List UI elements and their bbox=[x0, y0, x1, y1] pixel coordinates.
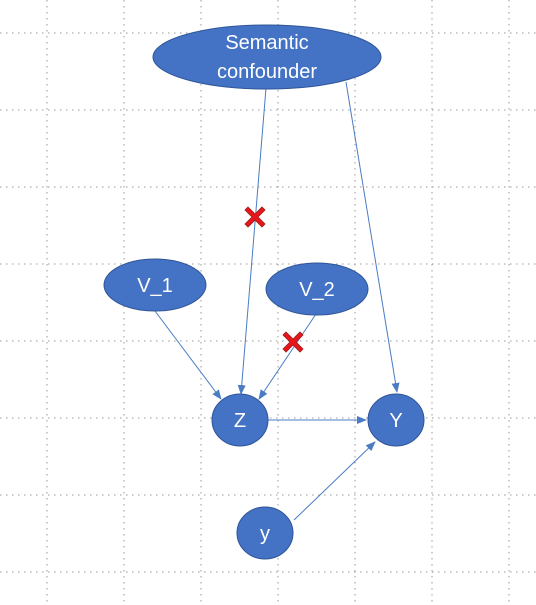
red-x-icon bbox=[282, 331, 304, 353]
node-y-lower[interactable]: y bbox=[236, 506, 294, 560]
edge-confounder-to-z bbox=[237, 87, 267, 395]
node-z[interactable]: Z bbox=[211, 393, 269, 447]
edge-v1-to-z bbox=[154, 310, 222, 400]
node-semantic-confounder-label-line2: confounder bbox=[217, 61, 317, 83]
node-semantic-confounder[interactable]: Semantic confounder bbox=[152, 24, 382, 90]
edge-v2-to-z bbox=[258, 313, 317, 400]
node-y-upper-label: Y bbox=[389, 410, 402, 432]
edge-confounder-to-y bbox=[345, 81, 400, 393]
node-y-lower-label: y bbox=[260, 523, 270, 545]
edge-ylower-to-y bbox=[293, 441, 376, 521]
node-z-label: Z bbox=[234, 410, 246, 432]
node-v1[interactable]: V_1 bbox=[103, 258, 207, 312]
node-v2[interactable]: V_2 bbox=[265, 262, 369, 316]
edges bbox=[154, 81, 400, 521]
node-v1-label: V_1 bbox=[137, 275, 173, 297]
red-x-icon bbox=[244, 206, 266, 228]
node-y-upper[interactable]: Y bbox=[367, 393, 425, 447]
node-semantic-confounder-label-line1: Semantic bbox=[225, 32, 308, 54]
node-v2-label: V_2 bbox=[299, 279, 335, 301]
